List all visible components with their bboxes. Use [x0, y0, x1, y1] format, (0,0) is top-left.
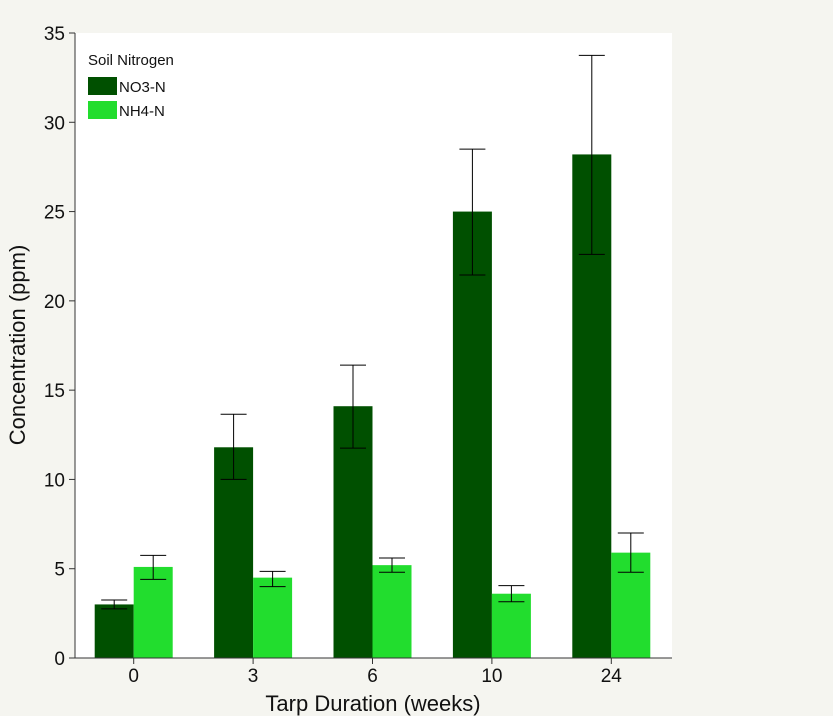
- y-tick-label: 20: [44, 292, 65, 313]
- y-axis: 0 5 10 15 20 25 30 35: [44, 24, 76, 670]
- y-tick-label: 25: [44, 203, 65, 224]
- bar-no3-n-0: [94, 604, 134, 658]
- error-bar: [498, 585, 525, 603]
- legend-swatch-nh4: [88, 101, 117, 119]
- bars: [94, 54, 651, 659]
- error-bar: [340, 364, 366, 449]
- error-bar: [220, 413, 247, 480]
- legend-title: Soil Nitrogen: [88, 52, 174, 69]
- y-tick-label: 30: [44, 113, 65, 134]
- x-tick-label: 3: [248, 666, 259, 687]
- y-tick-label: 5: [54, 560, 65, 581]
- x-tick-label: 24: [601, 666, 623, 687]
- x-axis: 0 3 6 10 24: [75, 657, 672, 687]
- bar-no3-n-3: [214, 447, 254, 658]
- y-tick-label: 15: [44, 381, 65, 402]
- y-tick-label: 10: [44, 470, 65, 491]
- x-tick-label: 0: [128, 666, 139, 687]
- error-bar: [101, 599, 128, 610]
- legend-swatch-no3: [88, 77, 117, 95]
- bar-nh4-n-3: [253, 577, 293, 658]
- error-bar: [578, 54, 605, 255]
- bar-nh4-n-6: [372, 565, 412, 658]
- y-axis-label: Concentration (ppm): [5, 245, 30, 446]
- legend: Soil Nitrogen NO3-N NH4-N: [88, 52, 174, 120]
- legend-label-no3: NO3-N: [119, 79, 166, 96]
- error-bar: [140, 554, 167, 580]
- legend-label-nh4: NH4-N: [119, 103, 165, 120]
- bar-no3-n-10: [452, 211, 492, 659]
- y-tick-label: 35: [44, 24, 65, 45]
- bar-nh4-n-10: [491, 593, 531, 658]
- error-bar: [617, 532, 644, 573]
- error-bar: [259, 570, 286, 588]
- x-tick-label: 10: [481, 666, 502, 687]
- x-axis-label: Tarp Duration (weeks): [265, 691, 480, 716]
- error-bar: [459, 148, 486, 276]
- bar-nh4-n-0: [133, 566, 173, 658]
- y-tick-label: 0: [54, 649, 65, 670]
- x-tick-label: 6: [367, 666, 378, 687]
- error-bar: [379, 557, 405, 573]
